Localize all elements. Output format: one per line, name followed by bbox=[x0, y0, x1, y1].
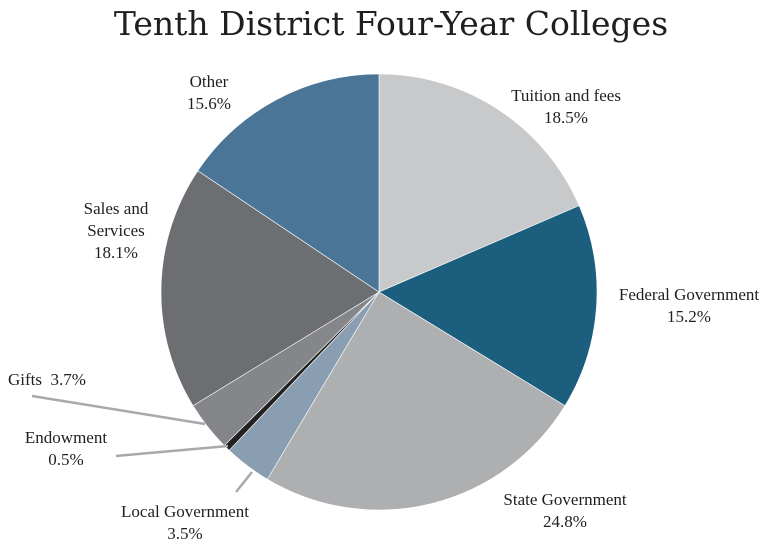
leader-line-gifts bbox=[31, 394, 206, 426]
label-local-government: Local Government 3.5% bbox=[121, 502, 249, 543]
leader-lines bbox=[31, 394, 253, 493]
label-name-sales-and-services: Services bbox=[87, 221, 145, 240]
label-federal-government: Federal Government 15.2% bbox=[619, 285, 759, 326]
slice-tuition-and-fees bbox=[378, 73, 580, 293]
label-value-sales-and-services: 18.1% bbox=[94, 243, 138, 262]
label-name-endowment: Endowment bbox=[25, 428, 107, 447]
label-endowment: Endowment 0.5% bbox=[25, 428, 107, 469]
slice-sales-and-services bbox=[160, 170, 380, 407]
slice-federal-government bbox=[378, 205, 598, 407]
label-value-endowment: 0.5% bbox=[48, 450, 83, 469]
label-value-other: 15.6% bbox=[187, 94, 231, 113]
label-name-other: Other bbox=[190, 72, 229, 91]
label-name-sales-and-services: Sales and bbox=[84, 199, 149, 218]
leader-line-local-government bbox=[235, 471, 253, 493]
label-value-federal-government: 15.2% bbox=[667, 307, 711, 326]
slice-state-government bbox=[266, 291, 566, 511]
chart-title: Tenth District Four-Year Colleges bbox=[113, 4, 669, 43]
label-name-state-government: State Government bbox=[503, 490, 626, 509]
label-value-state-government: 24.8% bbox=[543, 512, 587, 531]
label-name-tuition-and-fees: Tuition and fees bbox=[511, 86, 621, 105]
leader-line-endowment bbox=[115, 444, 229, 458]
label-value-local-government: 3.5% bbox=[167, 524, 202, 543]
label-value-tuition-and-fees: 18.5% bbox=[544, 108, 588, 127]
label-text-gifts: Gifts 3.7% bbox=[8, 370, 86, 389]
label-name-federal-government: Federal Government bbox=[619, 285, 759, 304]
slice-other bbox=[197, 73, 380, 293]
label-name-local-government: Local Government bbox=[121, 502, 249, 521]
pie-slices bbox=[160, 73, 598, 511]
label-tuition-and-fees: Tuition and fees 18.5% bbox=[511, 86, 621, 127]
label-sales-and-services: Sales and Services 18.1% bbox=[84, 199, 149, 262]
slice-labels: Tuition and fees 18.5% Federal Government 1… bbox=[8, 72, 759, 543]
label-other: Other 15.6% bbox=[187, 72, 231, 113]
label-state-government: State Government 24.8% bbox=[503, 490, 626, 531]
label-gifts: Gifts 3.7% bbox=[8, 370, 86, 389]
